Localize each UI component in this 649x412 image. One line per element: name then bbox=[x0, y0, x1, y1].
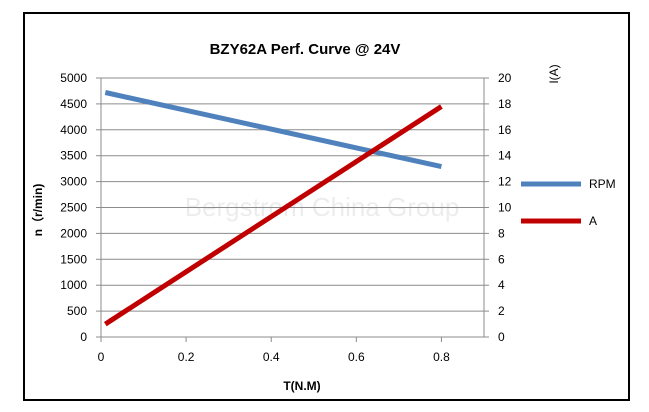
x-tick-label: 0 bbox=[98, 350, 105, 364]
y-left-tick-label: 0 bbox=[80, 330, 87, 344]
y-right-tick-label: 6 bbox=[498, 252, 505, 266]
legend: RPM A bbox=[521, 177, 616, 228]
y-right-tick-label: 10 bbox=[498, 201, 512, 215]
x-tick-label: 0.8 bbox=[433, 350, 450, 364]
y-right-tick-label: 2 bbox=[498, 304, 505, 318]
y-axis-label-right: I(A) bbox=[547, 64, 561, 83]
y-left-tick-label: 1500 bbox=[60, 252, 87, 266]
chart-title: BZY62A Perf. Curve @ 24V bbox=[210, 41, 401, 58]
left-tick-labels: 0 500 1000 1500 2000 2500 3000 3500 4000 4500 5000 bbox=[60, 71, 87, 344]
x-axis-label: T(N.M) bbox=[283, 379, 320, 393]
y-right-tick-label: 20 bbox=[498, 71, 512, 85]
y-left-tick-label: 2500 bbox=[60, 201, 87, 215]
x-tick-label: 0.4 bbox=[263, 350, 280, 364]
legend-label-a: A bbox=[589, 214, 597, 228]
series-line-rpm bbox=[104, 90, 442, 170]
x-tick-label: 0.6 bbox=[348, 350, 365, 364]
right-tick-labels: 0 2 4 6 8 10 12 14 16 18 20 bbox=[498, 71, 512, 344]
y-left-tick-label: 2000 bbox=[60, 226, 87, 240]
y-left-tick-label: 500 bbox=[67, 304, 87, 318]
y-right-tick-label: 18 bbox=[498, 97, 512, 111]
y-right-tick-label: 14 bbox=[498, 149, 512, 163]
x-tick-labels: 0 0.2 0.4 0.6 0.8 bbox=[98, 350, 450, 364]
x-tick-label: 0.2 bbox=[178, 350, 195, 364]
legend-label-rpm: RPM bbox=[589, 177, 616, 191]
y-left-tick-label: 3000 bbox=[60, 175, 87, 189]
series-line-a bbox=[103, 104, 443, 327]
y-right-tick-label: 0 bbox=[498, 330, 505, 344]
y-axis-label-left: n（r/min) bbox=[30, 184, 45, 237]
y-right-tick-label: 16 bbox=[498, 123, 512, 137]
y-left-tick-label: 3500 bbox=[60, 149, 87, 163]
y-left-tick-label: 1000 bbox=[60, 278, 87, 292]
y-left-tick-label: 4000 bbox=[60, 123, 87, 137]
y-right-tick-label: 4 bbox=[498, 278, 505, 292]
y-left-tick-label: 5000 bbox=[60, 71, 87, 85]
y-left-tick-label: 4500 bbox=[60, 97, 87, 111]
axes bbox=[96, 77, 489, 342]
y-right-tick-label: 8 bbox=[498, 226, 505, 240]
chart-frame bbox=[23, 12, 630, 401]
series-lines bbox=[103, 90, 443, 327]
y-right-tick-label: 12 bbox=[498, 175, 512, 189]
